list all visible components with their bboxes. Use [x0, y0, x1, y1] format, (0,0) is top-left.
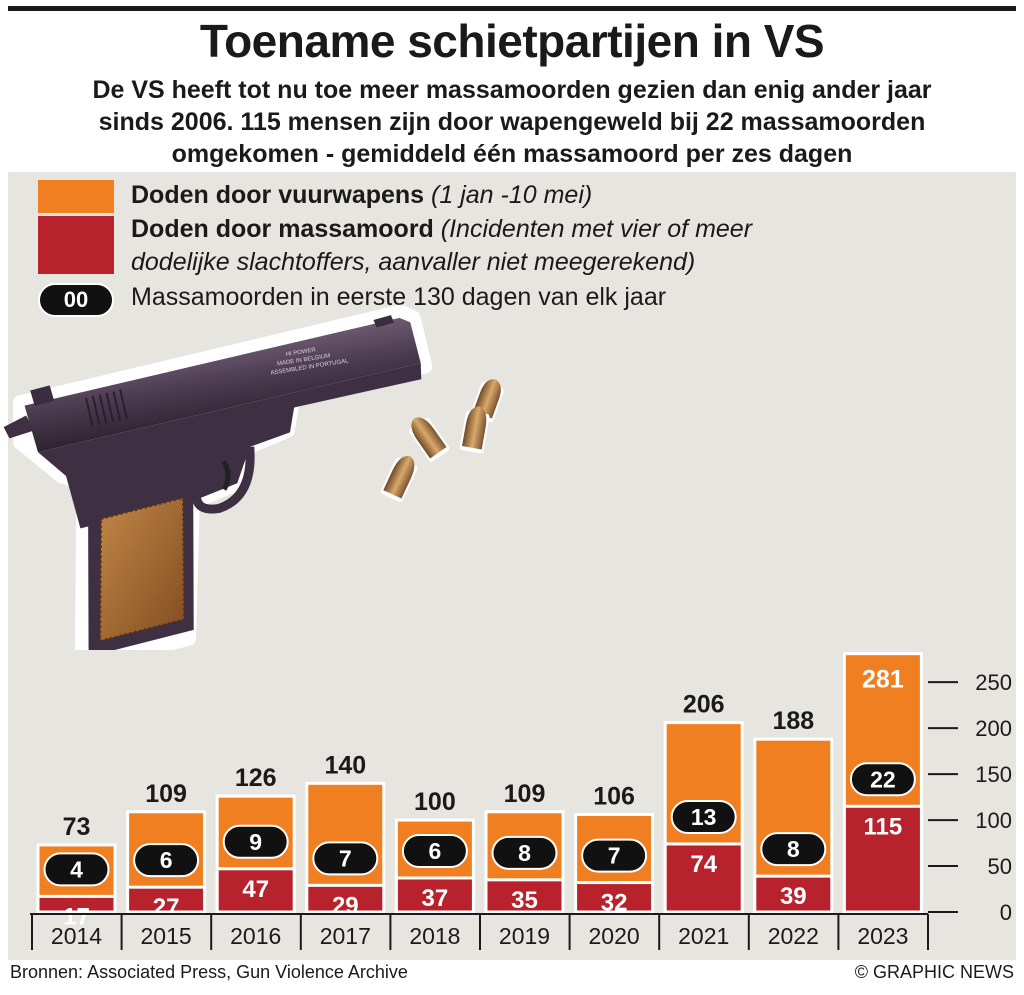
chart-subtitle: De VS heeft tot nu toe meer massamoorden…	[20, 74, 1004, 170]
mass-shooting-count-pill	[401, 833, 468, 868]
mass-deaths-label: 37	[422, 885, 449, 912]
bar-mass-shooting-deaths	[484, 878, 565, 914]
legend-swatch-mass-shooting-deaths	[38, 216, 114, 274]
x-tick-label: 2014	[51, 923, 102, 949]
y-tick-label: 200	[975, 716, 1012, 741]
mass-deaths-label: 32	[601, 890, 628, 917]
mass-deaths-label: 35	[511, 887, 538, 914]
mass-shooting-count-pill	[760, 832, 827, 867]
y-tick-label: 50	[988, 854, 1012, 879]
firearm-deaths-label: 140	[324, 751, 366, 779]
legend-firearm-deaths: Doden door vuurwapens (1 jan -10 mei)	[131, 179, 592, 212]
legend-swatch-firearm-deaths	[38, 180, 114, 213]
x-tick-label: 2019	[499, 923, 550, 949]
legend-firearm-note: (1 jan -10 mei)	[431, 181, 593, 209]
bullet-icon	[459, 406, 490, 454]
firearm-deaths-label: 109	[504, 780, 546, 808]
mass-shooting-count-pill	[670, 799, 737, 834]
y-tick-label: 150	[975, 762, 1012, 787]
mass-shooting-count-pill	[133, 843, 200, 878]
mass-shooting-count-pill	[222, 824, 289, 859]
bar-mass-shooting-deaths	[36, 894, 117, 914]
mass-deaths-label: 115	[864, 813, 903, 840]
chart-title: Toename schietpartijen in VS	[199, 15, 825, 67]
mass-deaths-label: 47	[242, 876, 269, 903]
bar-mass-shooting-deaths	[394, 876, 475, 914]
subtitle-line-3: omgekomen - gemiddeld één massamoord per…	[171, 140, 853, 168]
mass-shooting-count-label: 6	[160, 847, 173, 873]
bar-mass-shooting-deaths	[663, 842, 744, 914]
legend-mass-shooting-deaths: Doden door massamoord (Incidenten met vi…	[131, 213, 752, 279]
legend-firearm-label: Doden door vuurwapens	[131, 181, 425, 209]
mass-shooting-count-label: 8	[787, 836, 800, 862]
mass-shooting-count-label: 7	[339, 845, 352, 871]
bar-mass-shooting-deaths	[753, 874, 834, 914]
mass-shooting-count-pill	[491, 835, 558, 870]
credit: © GRAPHIC NEWS	[854, 962, 1014, 982]
bar-mass-shooting-deaths	[126, 885, 207, 914]
mass-deaths-label: 39	[780, 883, 807, 910]
x-tick-label: 2022	[768, 923, 819, 949]
firearm-deaths-label: 126	[235, 764, 277, 792]
y-tick-label: 100	[975, 808, 1012, 833]
legend-mass-note-2: dodelijke slachtoffers, aanvaller niet m…	[131, 248, 696, 276]
mass-deaths-label: 29	[332, 892, 359, 919]
mass-deaths-label: 17	[63, 903, 90, 930]
firearm-deaths-label: 73	[63, 813, 91, 841]
subtitle-line-1: De VS heeft tot nu toe meer massamoorden…	[92, 76, 932, 104]
mass-shooting-count-pill	[849, 762, 916, 797]
x-tick-label: 2020	[589, 923, 640, 949]
mass-shooting-count-label: 8	[518, 840, 531, 866]
firearm-deaths-label: 106	[593, 783, 635, 811]
gun-engraving-1: HI POWER	[285, 347, 317, 358]
mass-shooting-count-label: 7	[608, 843, 621, 869]
legend-mass-label: Doden door massamoord	[131, 215, 434, 243]
bar-mass-shooting-deaths	[574, 881, 655, 914]
firearm-deaths-label: 206	[683, 691, 725, 719]
y-tick-label: 0	[1000, 900, 1012, 925]
bar-mass-shooting-deaths	[305, 883, 386, 914]
mass-deaths-label: 74	[690, 851, 717, 878]
mass-shooting-count-label: 4	[70, 856, 83, 882]
firearm-deaths-label: 281	[862, 666, 904, 694]
bullet-icon	[409, 417, 450, 462]
x-tick-label: 2017	[320, 923, 371, 949]
subtitle-line-2: sinds 2006. 115 mensen zijn door wapenge…	[98, 108, 926, 136]
legend-mass-note-1: (Incidenten met vier of meer	[440, 215, 753, 243]
bullet-icon	[380, 455, 418, 503]
mass-deaths-label: 27	[153, 894, 180, 921]
mass-shooting-count-pill	[312, 841, 379, 876]
mass-shooting-count-pill	[43, 852, 110, 887]
source-note: Bronnen: Associated Press, Gun Violence …	[10, 962, 408, 982]
legend-pill-sample: 00	[38, 283, 114, 317]
firearm-deaths-label: 188	[772, 707, 814, 735]
x-tick-label: 2021	[678, 923, 729, 949]
mass-shooting-count-label: 6	[429, 838, 442, 864]
mass-shooting-count-label: 9	[249, 829, 262, 855]
mass-shooting-count-pill	[581, 838, 648, 873]
mass-shooting-count-label: 13	[691, 804, 717, 830]
bar-mass-shooting-deaths	[842, 804, 923, 914]
mass-shooting-count-label: 22	[870, 766, 896, 792]
x-tick-label: 2018	[409, 923, 460, 949]
x-tick-label: 2016	[230, 923, 281, 949]
firearm-deaths-label: 109	[145, 780, 187, 808]
firearm-deaths-label: 100	[414, 788, 456, 816]
bar-mass-shooting-deaths	[215, 867, 296, 914]
y-tick-label: 250	[975, 670, 1012, 695]
top-rule	[8, 6, 1016, 11]
handgun-illustration: HI POWER MADE IN BELGIUM ASSEMBLED IN PO…	[3, 304, 504, 650]
x-tick-label: 2023	[857, 923, 908, 949]
x-tick-label: 2015	[141, 923, 192, 949]
